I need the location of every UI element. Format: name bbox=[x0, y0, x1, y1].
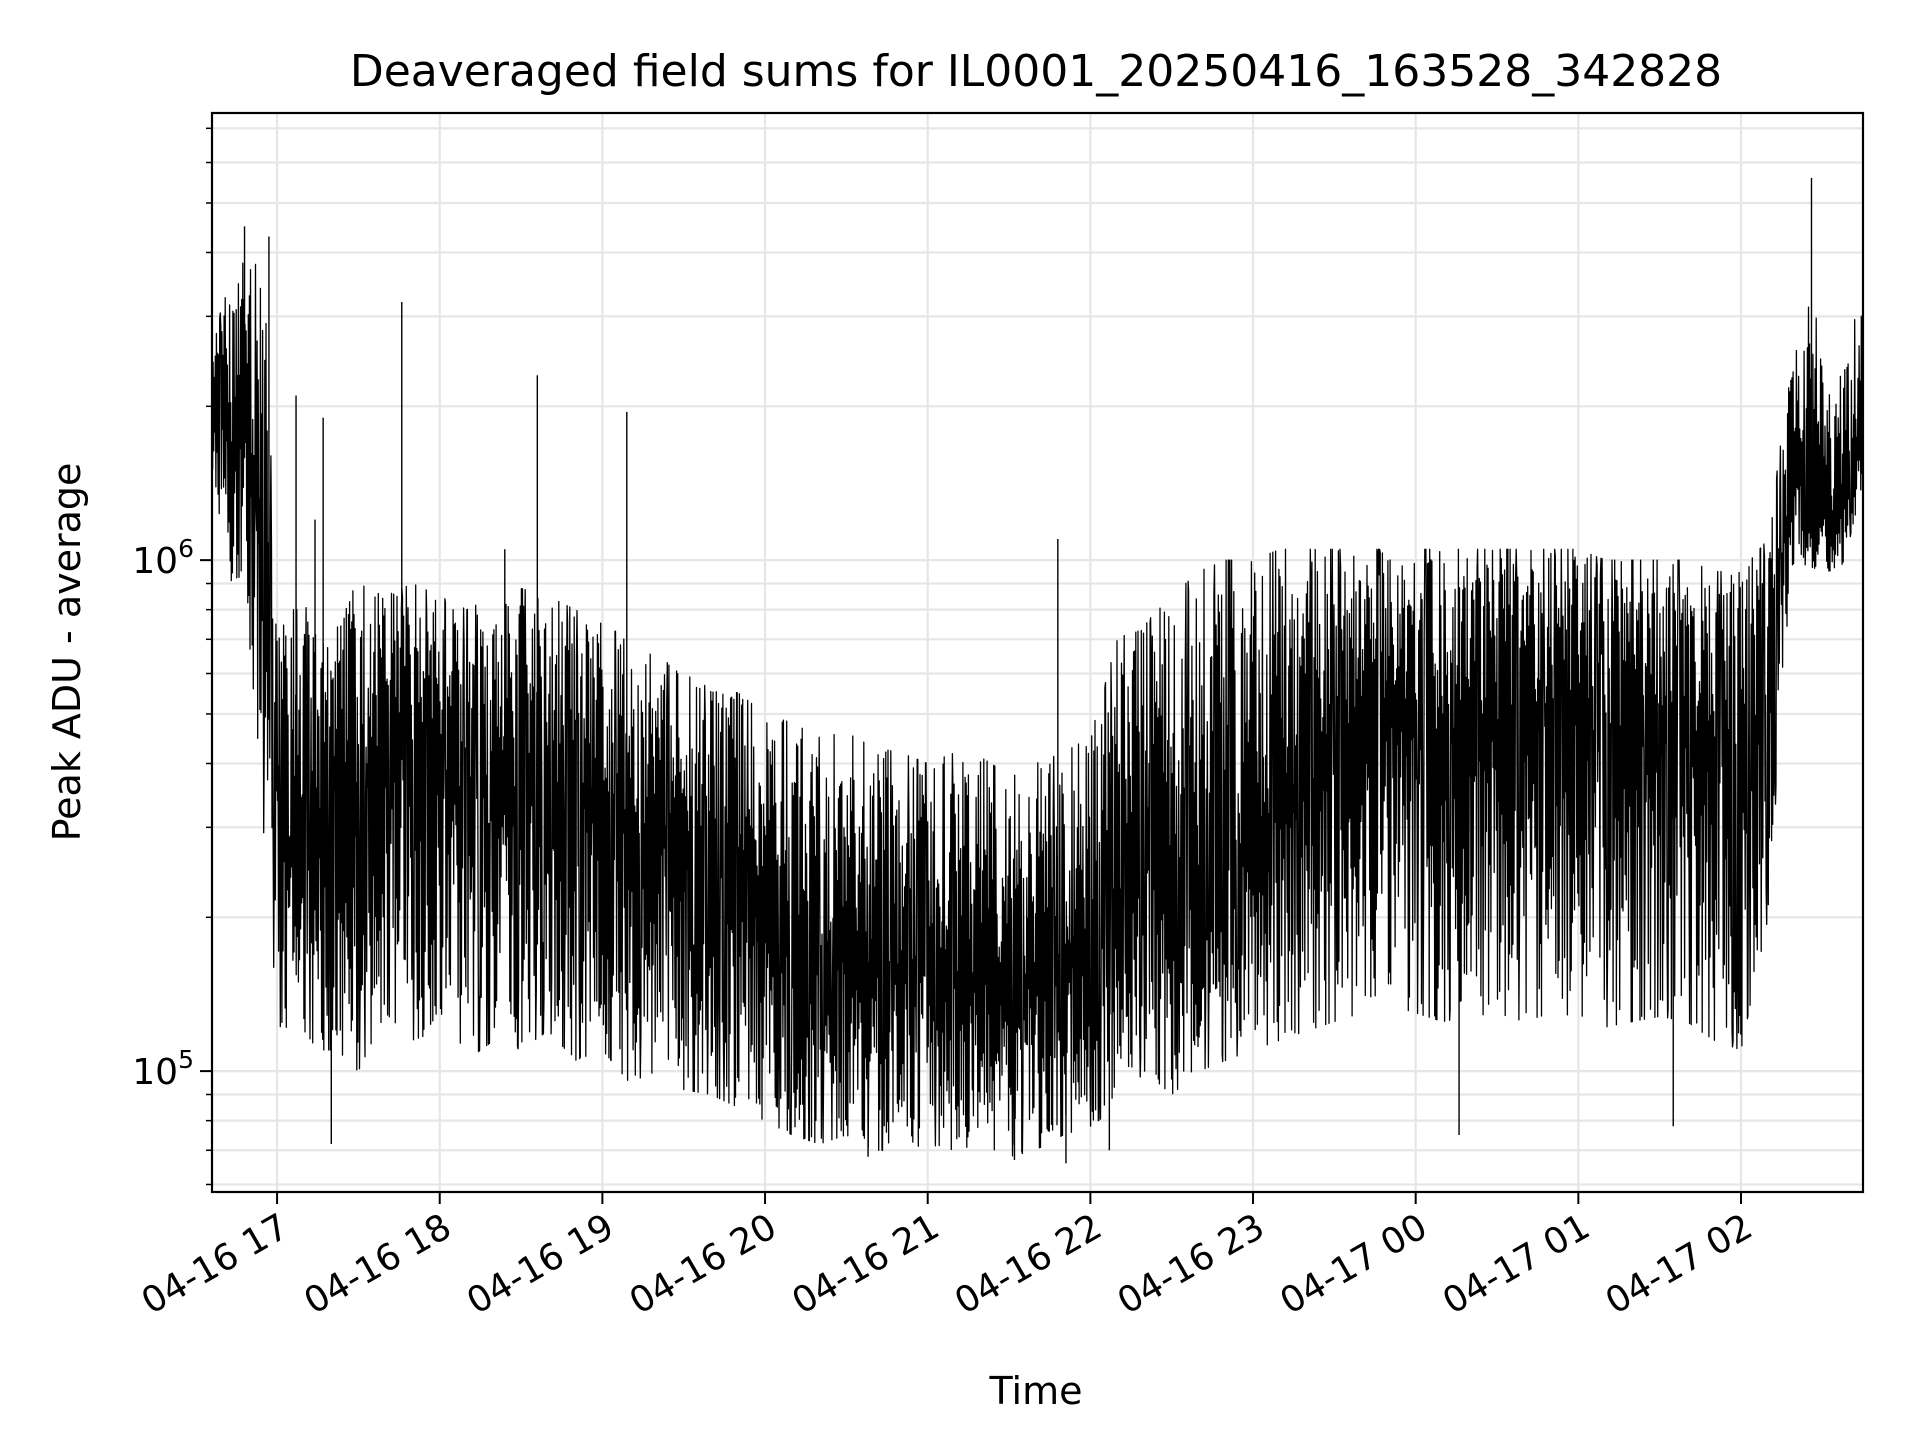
y-tick-label: 106 bbox=[132, 534, 194, 582]
chart-title: Deaveraged field sums for IL0001_2025041… bbox=[350, 46, 1722, 97]
series-line bbox=[212, 262, 1863, 1157]
data-area bbox=[212, 177, 1863, 1164]
y-axis-label: Peak ADU - average bbox=[45, 463, 89, 842]
plot-frame bbox=[210, 111, 1865, 1194]
y-tick-label: 105 bbox=[132, 1045, 194, 1093]
x-axis-label: Time bbox=[989, 1369, 1083, 1413]
